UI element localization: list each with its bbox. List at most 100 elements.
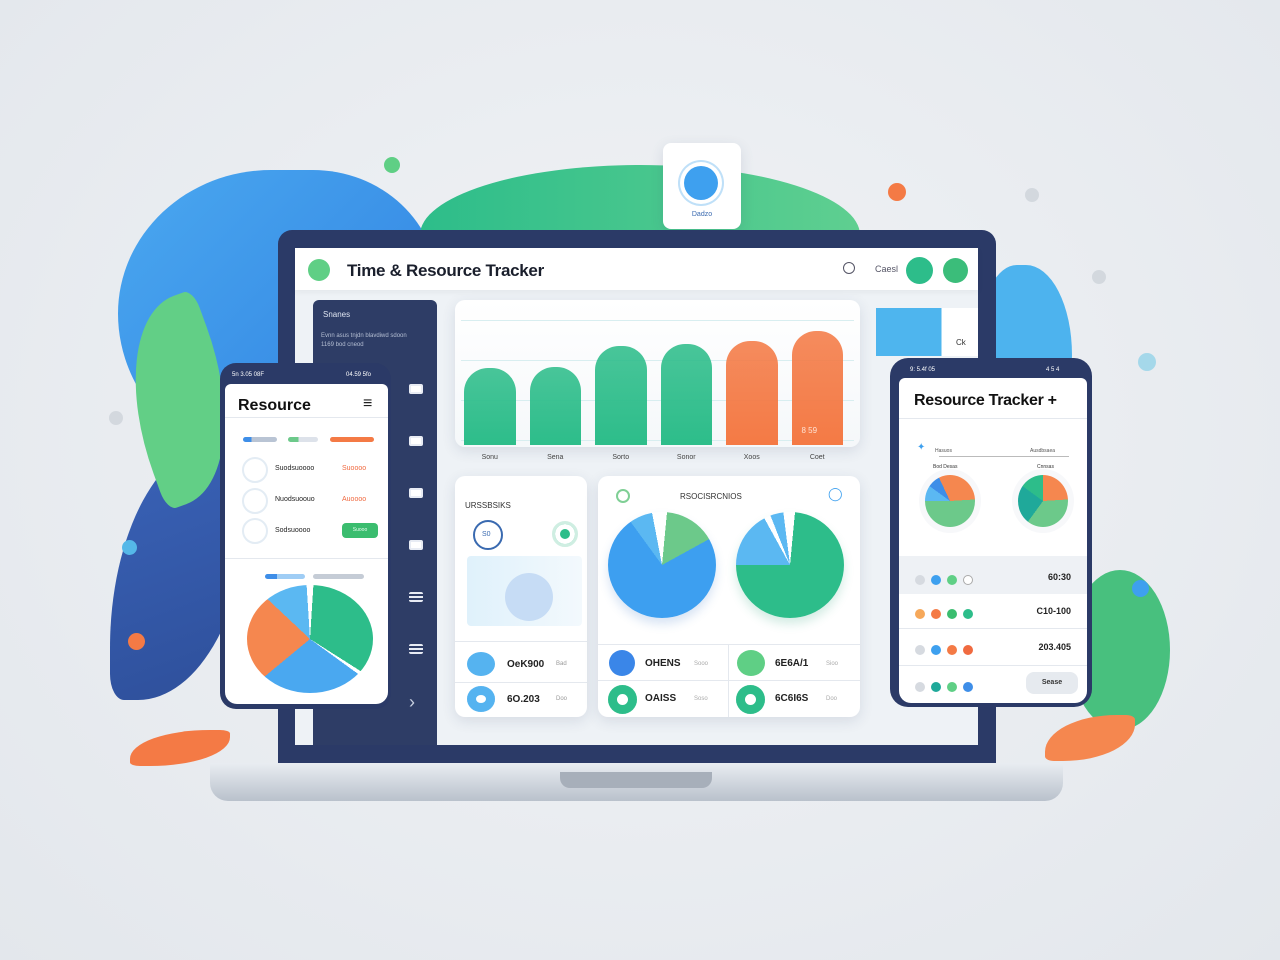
bar-sena[interactable] bbox=[529, 366, 581, 445]
page-title: Time & Resource Tracker bbox=[347, 261, 544, 280]
divider bbox=[225, 417, 388, 418]
filter-tab[interactable] bbox=[330, 437, 374, 442]
account-label[interactable]: Caesl bbox=[875, 264, 899, 274]
status-bar-icons: 04.59 5fo bbox=[346, 372, 372, 378]
row-action-button[interactable]: Sease bbox=[1026, 672, 1078, 694]
divider bbox=[899, 418, 1087, 419]
pie-label: Bod Desas bbox=[933, 464, 958, 470]
row-name: Suodsuoooo bbox=[275, 465, 315, 472]
deco-dot bbox=[1138, 353, 1156, 371]
hamburger-icon[interactable]: ≡ bbox=[363, 395, 373, 412]
nav-tasks-icon[interactable] bbox=[409, 540, 423, 550]
stat-value: 6E6A/1 bbox=[775, 658, 809, 669]
phone-title: Resource bbox=[238, 397, 311, 414]
legend-left: Hasuos bbox=[935, 448, 952, 454]
row-value: 203.405 bbox=[1038, 642, 1071, 652]
settings-button[interactable] bbox=[943, 258, 968, 283]
sidebar-desc: Evnn asus tnjdn blavdiwd sdoon bbox=[321, 333, 407, 339]
bar-sonor[interactable] bbox=[660, 343, 712, 445]
phone-right: 9: 5.4f 05 4 5 4 Resource Tracker + ✦ Ha… bbox=[890, 358, 1092, 707]
stat-unit: Sooo bbox=[694, 661, 709, 667]
pie-chart-blue bbox=[608, 512, 716, 618]
app-screen: Time & Resource Tracker Caesl Snanes Evn… bbox=[295, 248, 978, 745]
bar-chart-card: 8 59 bbox=[455, 300, 860, 447]
list-row[interactable] bbox=[915, 679, 979, 697]
filter-tab[interactable] bbox=[243, 437, 277, 442]
row-value: 6O.203 bbox=[507, 694, 540, 705]
row-icon bbox=[242, 518, 268, 544]
timer-badge-card: Dadzo bbox=[663, 143, 741, 229]
row-unit: Doo bbox=[556, 696, 568, 702]
nav-calendar-icon[interactable] bbox=[409, 488, 423, 498]
row-icon bbox=[242, 488, 268, 514]
deco-dot bbox=[109, 411, 123, 425]
stat-unit: Sioo bbox=[826, 661, 839, 667]
pie-label: Cnnsas bbox=[1037, 464, 1054, 470]
resource-icon bbox=[467, 652, 495, 676]
row-value: OeK900 bbox=[507, 659, 545, 670]
nav-list-icon[interactable] bbox=[409, 592, 423, 602]
divider bbox=[728, 644, 729, 717]
bar-category-label: Sorto bbox=[612, 454, 630, 461]
sidebar-heading: Snanes bbox=[323, 310, 351, 319]
row-unit: Bad bbox=[556, 661, 567, 667]
bar-sorto[interactable] bbox=[595, 346, 647, 445]
deco-dot bbox=[1025, 188, 1039, 202]
status-icon bbox=[616, 489, 630, 503]
app-header: Time & Resource Tracker Caesl bbox=[295, 248, 978, 290]
side-panel-label: Ck bbox=[956, 338, 966, 347]
sparkle-icon: ✦ bbox=[917, 442, 926, 453]
resource-icon bbox=[467, 686, 495, 712]
stat-value: OHENS bbox=[645, 658, 681, 669]
progress-ring-label: S0 bbox=[482, 531, 491, 538]
nav-reports-icon[interactable] bbox=[409, 436, 423, 446]
nav-menu-icon[interactable] bbox=[409, 644, 423, 654]
resources-card: RSOCISRCNIOS ◯ OHENS Sooo 6E6A/1 Sioo OA… bbox=[598, 476, 860, 717]
timer-icon bbox=[684, 166, 718, 200]
filter-tab[interactable] bbox=[288, 437, 318, 442]
card-title: RSOCISRCNIOS bbox=[680, 492, 742, 501]
row-action-button[interactable]: Suooo bbox=[342, 523, 378, 538]
search-icon[interactable] bbox=[843, 262, 855, 274]
nav-dashboard-icon[interactable] bbox=[409, 384, 423, 394]
bar-category-label: Sonu bbox=[481, 454, 498, 461]
bar-chart: 8 59 bbox=[461, 308, 854, 445]
row-value: Suoooo bbox=[342, 465, 367, 472]
sidebar-desc: 1169 bod cneod bbox=[321, 342, 364, 348]
bar-category-label: Coet bbox=[809, 454, 825, 461]
chevron-right-icon[interactable]: › bbox=[409, 692, 415, 712]
bar-category-label: Sena bbox=[547, 454, 564, 461]
list-row[interactable] bbox=[915, 606, 979, 624]
bar-xoos[interactable] bbox=[726, 340, 778, 445]
timer-label: Dadzo bbox=[691, 211, 713, 218]
stat-value: OAISS bbox=[645, 693, 677, 704]
card-title: URSSBSIKS bbox=[465, 501, 511, 510]
deco-dot bbox=[1132, 580, 1149, 597]
leaf-orange-right bbox=[1045, 715, 1135, 761]
profile-button[interactable] bbox=[906, 257, 933, 284]
divider bbox=[455, 641, 587, 642]
list-row-highlight bbox=[899, 556, 1087, 594]
legend-line bbox=[939, 456, 1069, 457]
resource-pie-chart bbox=[247, 585, 373, 693]
status-bar-time: 5n 3.05 08F bbox=[232, 372, 265, 378]
deco-dot bbox=[128, 633, 145, 650]
bar-coet[interactable]: 8 59 bbox=[791, 331, 843, 445]
laptop-notch bbox=[560, 772, 712, 788]
stat-unit: Doo bbox=[826, 696, 838, 702]
leaf-orange bbox=[130, 730, 230, 766]
chat-icon[interactable]: ◯ bbox=[828, 486, 843, 501]
list-row[interactable] bbox=[915, 642, 979, 660]
pie-chart-right bbox=[1018, 475, 1068, 527]
chart-tab[interactable] bbox=[265, 574, 305, 579]
list-row[interactable] bbox=[915, 572, 979, 590]
bar-value-label: 8 59 bbox=[801, 426, 818, 435]
phone-screen: Resource ≡ Suodsuoooo Suoooo Nuodsuoouo … bbox=[225, 384, 388, 704]
row-icon bbox=[242, 457, 268, 483]
divider bbox=[225, 558, 388, 559]
bar-sonu[interactable] bbox=[464, 368, 516, 445]
divider bbox=[598, 644, 860, 645]
chart-tab[interactable] bbox=[313, 574, 364, 579]
deco-dot bbox=[122, 540, 137, 555]
illustration-sphere bbox=[505, 573, 553, 621]
